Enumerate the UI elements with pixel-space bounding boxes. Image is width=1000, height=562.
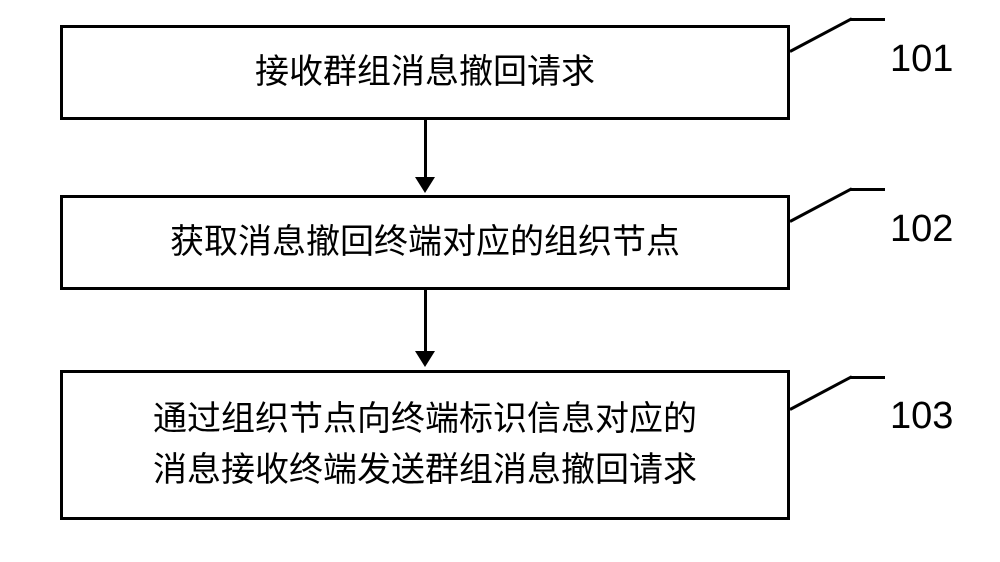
flowchart-step-2: 获取消息撤回终端对应的组织节点 (60, 195, 790, 290)
label-line-2-horiz (850, 188, 885, 191)
label-line-2-diag (789, 187, 852, 223)
step-3-label: 103 (890, 395, 953, 438)
flowchart-step-1: 接收群组消息撤回请求 (60, 25, 790, 120)
step-3-text: 通过组织节点向终端标识信息对应的消息接收终端发送群组消息撤回请求 (133, 394, 717, 496)
label-line-3-horiz (850, 376, 885, 379)
flowchart-step-3: 通过组织节点向终端标识信息对应的消息接收终端发送群组消息撤回请求 (60, 370, 790, 520)
arrow-2 (415, 290, 435, 367)
step-1-text: 接收群组消息撤回请求 (235, 47, 615, 98)
label-line-1-diag (789, 17, 852, 53)
step-2-text: 获取消息撤回终端对应的组织节点 (150, 217, 700, 268)
step-2-label: 102 (890, 208, 953, 251)
flowchart-container: 接收群组消息撤回请求 101 获取消息撤回终端对应的组织节点 102 通过组织节… (0, 0, 1000, 562)
label-line-3-diag (789, 375, 852, 411)
arrow-1 (415, 120, 435, 193)
step-1-label: 101 (890, 38, 953, 81)
label-line-1-horiz (850, 18, 885, 21)
